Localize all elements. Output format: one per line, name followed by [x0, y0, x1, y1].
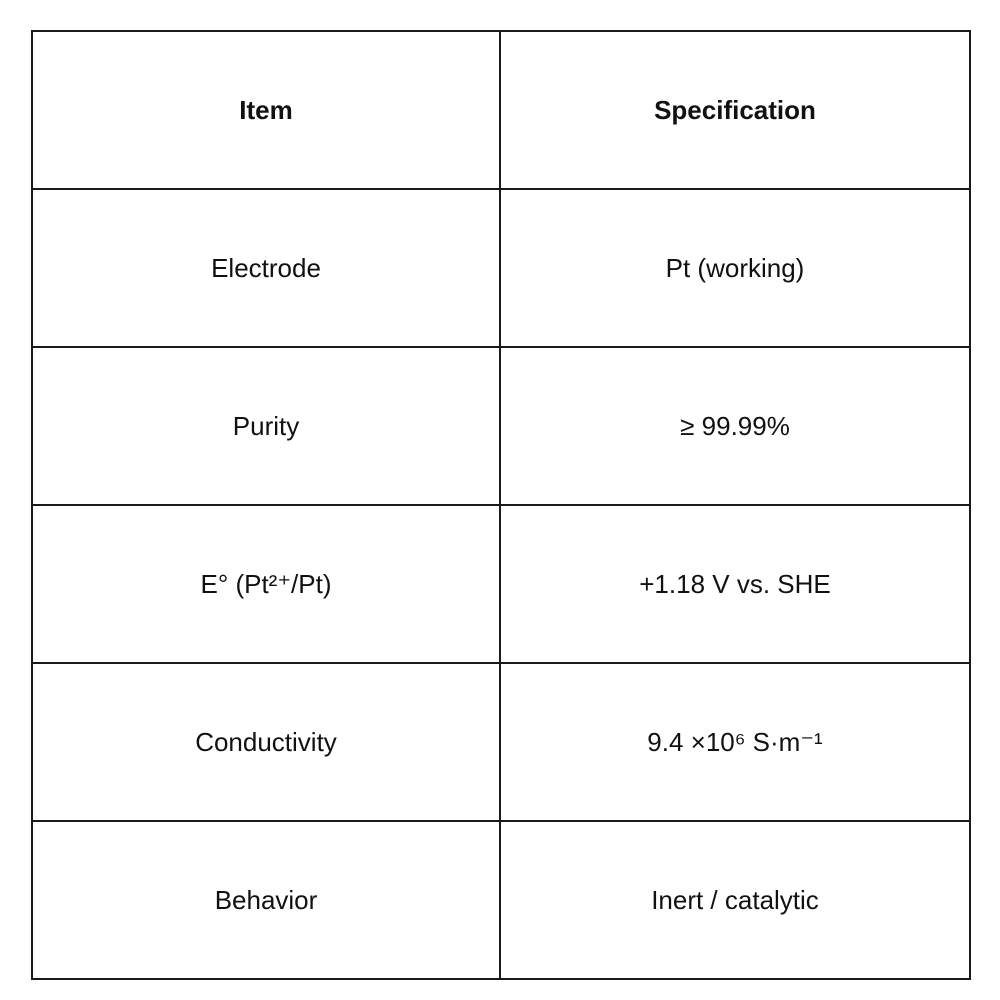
specification-cell: ≥ 99.99%: [499, 346, 971, 506]
column-header-item: Item: [31, 30, 501, 190]
item-cell: Conductivity: [31, 662, 501, 822]
column-header-specification: Specification: [499, 30, 971, 190]
table-row: Purity ≥ 99.99%: [31, 346, 971, 506]
specification-cell: Inert / catalytic: [499, 820, 971, 980]
table-row: Conductivity 9.4 ×10⁶ S·m⁻¹: [31, 662, 971, 822]
specification-cell: +1.18 V vs. SHE: [499, 504, 971, 664]
specification-cell: 9.4 ×10⁶ S·m⁻¹: [499, 662, 971, 822]
table-row: E° (Pt²⁺/Pt) +1.18 V vs. SHE: [31, 504, 971, 664]
specification-cell: Pt (working): [499, 188, 971, 348]
table-row: Electrode Pt (working): [31, 188, 971, 348]
item-cell: Behavior: [31, 820, 501, 980]
item-cell: Electrode: [31, 188, 501, 348]
spec-table: Item Specification Electrode Pt (working…: [31, 30, 971, 980]
table-row: Behavior Inert / catalytic: [31, 820, 971, 980]
item-cell: Purity: [31, 346, 501, 506]
item-cell: E° (Pt²⁺/Pt): [31, 504, 501, 664]
table-header-row: Item Specification: [31, 30, 971, 190]
